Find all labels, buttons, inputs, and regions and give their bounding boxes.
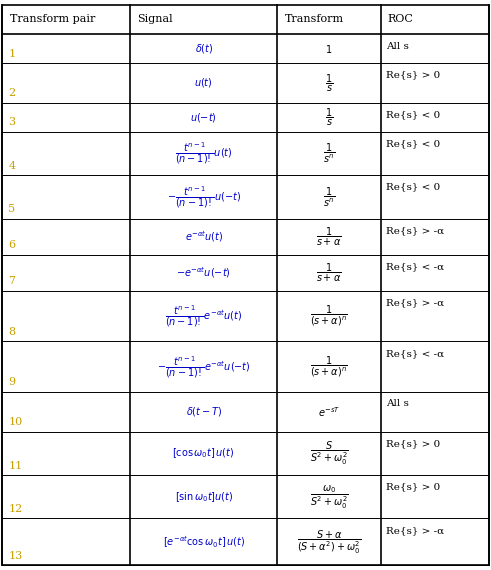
Text: 4: 4 [8,161,16,170]
Text: $-e^{-\alpha t}u(-t)$: $-e^{-\alpha t}u(-t)$ [176,265,231,280]
Text: Re{s} > -α: Re{s} > -α [386,226,444,235]
Text: Re{s} < -α: Re{s} < -α [386,262,444,271]
Text: Re{s} < -α: Re{s} < -α [386,349,444,358]
Text: Re{s} < 0: Re{s} < 0 [386,139,440,148]
Text: 12: 12 [8,504,23,514]
Text: Re{s} < 0: Re{s} < 0 [386,182,440,192]
Text: Signal: Signal [137,14,173,25]
Text: $\dfrac{1}{s}$: $\dfrac{1}{s}$ [325,72,333,93]
Text: $\dfrac{1}{s+\alpha}$: $\dfrac{1}{s+\alpha}$ [316,262,342,284]
Text: 8: 8 [8,327,16,337]
Text: $[\sin\omega_0 t]u(t)$: $[\sin\omega_0 t]u(t)$ [174,490,233,504]
Text: $e^{-\alpha t}u(t)$: $e^{-\alpha t}u(t)$ [185,229,223,244]
Text: 1: 1 [8,48,16,59]
Text: $\dfrac{1}{s}$: $\dfrac{1}{s}$ [325,107,333,128]
Text: $\delta(t-T)$: $\delta(t-T)$ [186,405,222,418]
Text: 11: 11 [8,461,23,470]
Text: $-\dfrac{t^{n-1}}{(n-1)!}u(-t)$: $-\dfrac{t^{n-1}}{(n-1)!}u(-t)$ [167,184,241,210]
Text: $u(t)$: $u(t)$ [194,76,213,89]
Text: $\dfrac{1}{s^n}$: $\dfrac{1}{s^n}$ [323,185,335,209]
Text: ROC: ROC [388,14,414,25]
Text: $\dfrac{1}{(s+\alpha)^n}$: $\dfrac{1}{(s+\alpha)^n}$ [310,304,348,328]
Text: Re{s} > -α: Re{s} > -α [386,298,444,307]
Text: Re{s} > -α: Re{s} > -α [386,526,444,535]
Text: $-\dfrac{t^{n-1}}{(n-1)!}e^{-\alpha t}u(-t)$: $-\dfrac{t^{n-1}}{(n-1)!}e^{-\alpha t}u(… [157,354,250,380]
Text: $[\cos\omega_0 t]\,u(t)$: $[\cos\omega_0 t]\,u(t)$ [172,446,235,461]
Text: $e^{-sT}$: $e^{-sT}$ [318,405,340,419]
Text: $[e^{-\alpha t}\cos\omega_0 t]\,u(t)$: $[e^{-\alpha t}\cos\omega_0 t]\,u(t)$ [163,534,245,549]
Text: Transform pair: Transform pair [10,14,95,25]
Text: $\dfrac{1}{(s+\alpha)^n}$: $\dfrac{1}{(s+\alpha)^n}$ [310,355,348,379]
Text: 3: 3 [8,117,16,127]
Text: Re{s} < 0: Re{s} < 0 [386,110,440,119]
Text: $\dfrac{S}{S^2+\omega_0^2}$: $\dfrac{S}{S^2+\omega_0^2}$ [309,439,349,467]
Text: Re{s} > 0: Re{s} > 0 [386,71,440,80]
Text: 5: 5 [8,204,16,214]
Text: 13: 13 [8,551,23,561]
Text: $\dfrac{\omega_0}{S^2+\omega_0^2}$: $\dfrac{\omega_0}{S^2+\omega_0^2}$ [309,483,349,511]
Text: 10: 10 [8,417,23,427]
Text: $\delta(t)$: $\delta(t)$ [194,42,213,55]
Text: 7: 7 [8,276,15,286]
Text: All s: All s [386,400,409,408]
Text: 6: 6 [8,240,16,250]
Text: $\dfrac{S+\alpha}{(S+\alpha^2)+\omega_0^2}$: $\dfrac{S+\alpha}{(S+\alpha^2)+\omega_0^… [297,528,361,556]
Text: 2: 2 [8,88,16,98]
Text: Re{s} > 0: Re{s} > 0 [386,482,440,491]
Text: $\dfrac{t^{n-1}}{(n-1)!}u(t)$: $\dfrac{t^{n-1}}{(n-1)!}u(t)$ [175,141,233,166]
Text: Transform: Transform [285,14,344,25]
Text: Re{s} > 0: Re{s} > 0 [386,439,440,448]
Text: $\dfrac{1}{s+\alpha}$: $\dfrac{1}{s+\alpha}$ [316,226,342,247]
Text: 9: 9 [8,377,16,388]
Text: All s: All s [386,42,409,51]
Text: $1$: $1$ [326,43,332,55]
Text: $\dfrac{t^{n-1}}{(n-1)!}e^{-\alpha t}u(t)$: $\dfrac{t^{n-1}}{(n-1)!}e^{-\alpha t}u(t… [165,303,243,329]
Text: $\dfrac{1}{s^n}$: $\dfrac{1}{s^n}$ [323,142,335,165]
Text: $u(-t)$: $u(-t)$ [191,111,217,124]
